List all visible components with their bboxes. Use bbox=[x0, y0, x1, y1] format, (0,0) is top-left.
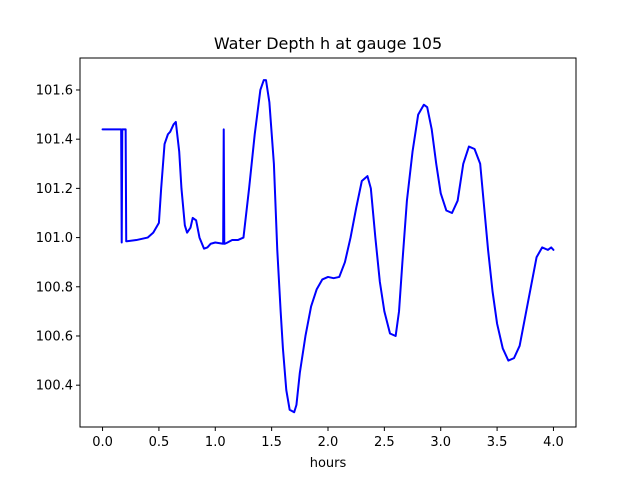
x-tick-label: 4.0 bbox=[543, 435, 564, 450]
x-tick-label: 1.5 bbox=[261, 435, 282, 450]
series-layer bbox=[101, 79, 555, 414]
x-tick-label: 3.0 bbox=[430, 435, 451, 450]
plot-area bbox=[79, 57, 577, 428]
series-line bbox=[101, 79, 555, 414]
plot-background bbox=[80, 58, 576, 427]
x-tick-label: 1.0 bbox=[205, 435, 226, 450]
chart-title: Water Depth h at gauge 105 bbox=[214, 34, 442, 53]
x-axis-label: hours bbox=[310, 456, 347, 471]
y-tick-label: 101.0 bbox=[36, 231, 73, 246]
y-axis: 100.4 100.6 100.8 101.0 101.2 101.4 101.6 bbox=[36, 83, 80, 394]
x-tick-label: 3.5 bbox=[487, 435, 508, 450]
y-tick-label: 101.6 bbox=[36, 83, 73, 98]
x-tick-label: 2.5 bbox=[374, 435, 395, 450]
y-tick-label: 100.8 bbox=[36, 280, 73, 295]
y-tick-label: 100.6 bbox=[36, 329, 73, 344]
x-tick-label: 2.0 bbox=[318, 435, 339, 450]
y-tick-label: 101.4 bbox=[36, 133, 73, 148]
x-tick-label: 0.5 bbox=[149, 435, 170, 450]
y-tick-label: 101.2 bbox=[36, 182, 73, 197]
x-tick-label: 0.0 bbox=[92, 435, 113, 450]
x-axis: 0.0 0.5 1.0 1.5 2.0 2.5 3.0 3.5 4.0 bbox=[92, 427, 564, 450]
y-tick-label: 100.4 bbox=[36, 379, 73, 394]
